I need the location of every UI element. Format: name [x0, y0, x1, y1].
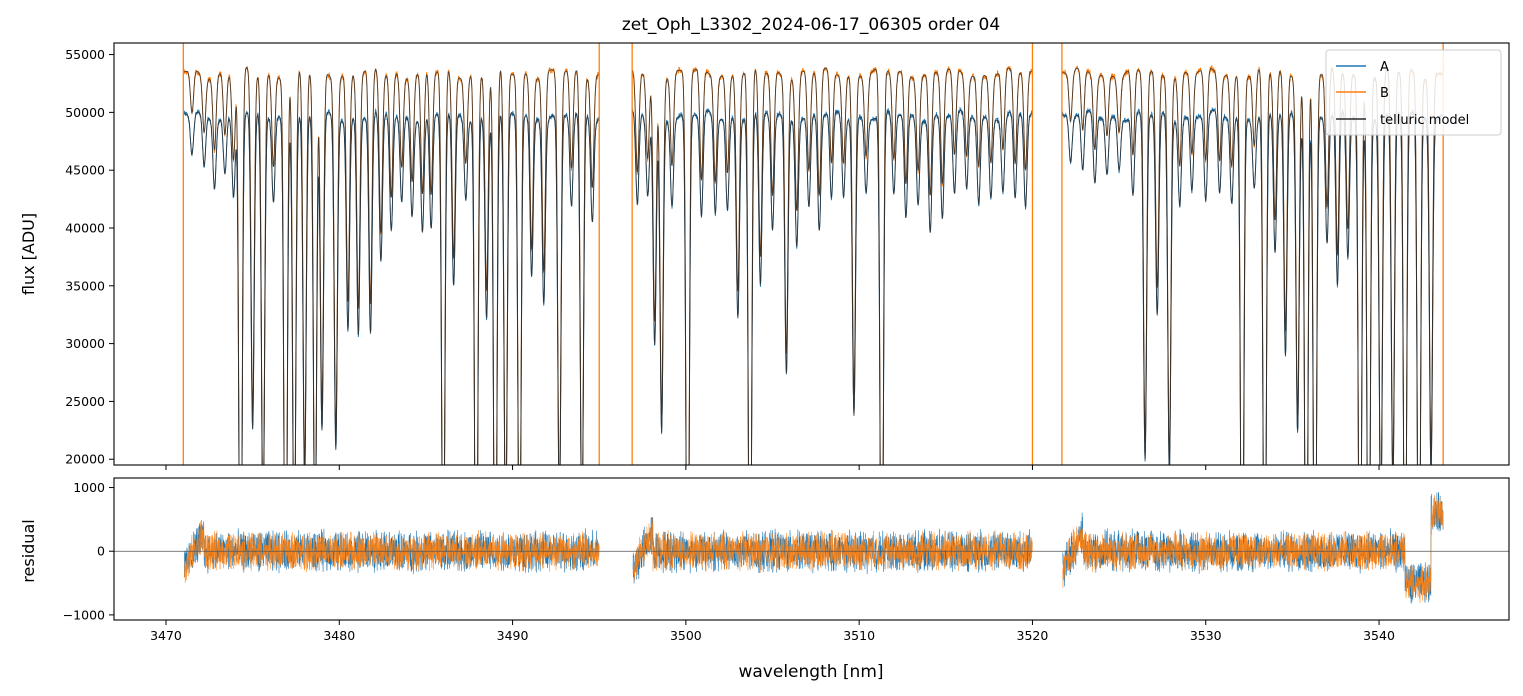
bottom-x-tick-label: 3520 [1017, 628, 1049, 643]
bottom-y-axis-label: residual [19, 519, 38, 582]
chart-title: zet_Oph_L3302_2024-06-17_06305 order 04 [622, 15, 1000, 35]
top-panel: 20000 25000 30000 35000 40000 45000 50000 55000… [19, 42, 1510, 470]
top-y-tick-label: 45000 [65, 163, 105, 178]
bottom-plot-area [114, 492, 1509, 604]
bottom-x-tick-label: 3500 [670, 628, 702, 643]
top-y-tick-label: 50000 [65, 105, 105, 120]
legend-label-a: A [1380, 60, 1389, 75]
bottom-y-tick-label: −1000 [63, 607, 105, 622]
bottom-x-tick-label: 3530 [1190, 628, 1222, 643]
top-axes-frame [113, 42, 1510, 466]
bottom-x-tick-label: 3490 [497, 628, 529, 643]
top-y-tick-label: 30000 [65, 336, 105, 351]
bottom-x-tick-label: 3480 [323, 628, 355, 643]
top-y-axis-label: flux [ADU] [19, 213, 38, 295]
top-plot-area [182, 43, 1444, 465]
top-y-tick-label: 25000 [65, 394, 105, 409]
legend: A B telluric model [1325, 49, 1502, 136]
bottom-x-tick-label: 3540 [1363, 628, 1395, 643]
top-y-tick-label: 20000 [65, 452, 105, 467]
bottom-y-ticks: −1000 0 1000 [63, 480, 114, 622]
bottom-x-tick-label: 3510 [843, 628, 875, 643]
legend-label-model: telluric model [1380, 113, 1469, 128]
top-y-tick-label: 40000 [65, 220, 105, 235]
top-y-tick-label: 55000 [65, 47, 105, 62]
top-x-ticks [165, 465, 1380, 470]
bottom-y-tick-label: 0 [97, 544, 105, 559]
legend-frame [1325, 49, 1502, 136]
bottom-x-ticks: 3470 3480 3490 3500 3510 3520 3530 3540 [150, 620, 1395, 643]
top-y-tick-label: 35000 [65, 278, 105, 293]
bottom-y-tick-label: 1000 [73, 480, 105, 495]
legend-label-b: B [1380, 86, 1389, 101]
residual-b-line [183, 495, 1444, 603]
bottom-axes-frame [113, 477, 1510, 621]
x-axis-label: wavelength [nm] [738, 662, 883, 682]
telluric-model-line-b [183, 67, 1444, 465]
bottom-x-tick-label: 3470 [150, 628, 182, 643]
top-y-ticks: 20000 25000 30000 35000 40000 45000 50000 55000 [65, 47, 114, 467]
